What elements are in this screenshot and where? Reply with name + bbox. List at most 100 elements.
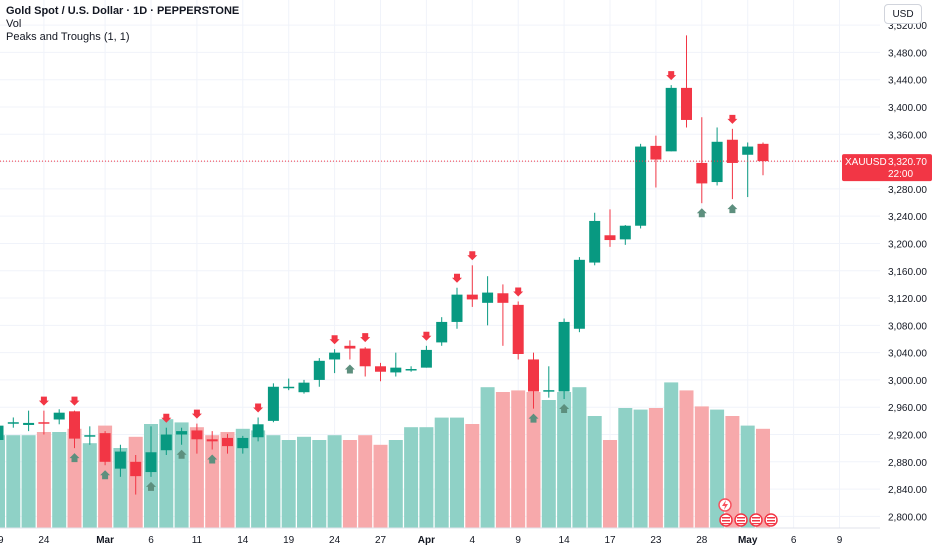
candle <box>604 209 616 247</box>
candle-body <box>497 293 509 303</box>
price-tick-label: 2,920.00 <box>888 431 927 442</box>
time-tick-label: 27 <box>375 535 387 546</box>
candle <box>38 410 50 435</box>
trough-arrow-icon <box>100 470 111 480</box>
candle <box>497 284 509 346</box>
candle-body <box>237 437 249 449</box>
time-tick-label: 14 <box>237 535 249 546</box>
candle-body <box>252 424 264 438</box>
peak-arrow-icon <box>69 396 80 406</box>
volume-bar <box>419 427 434 528</box>
candle-body <box>558 321 570 392</box>
candle <box>711 127 723 186</box>
candle <box>84 426 96 445</box>
volume-bar <box>557 392 572 528</box>
volume-bar <box>664 382 679 528</box>
candle-body <box>69 411 80 439</box>
candle-body <box>665 87 677 152</box>
volume-bar <box>251 430 266 528</box>
volume-bar <box>572 387 587 528</box>
candle-body <box>604 235 616 241</box>
volume-bar <box>327 435 342 528</box>
peaks-troughs-indicator-label[interactable]: Peaks and Troughs (1, 1) <box>6 31 130 43</box>
peak-arrow-icon <box>727 114 738 124</box>
time-axis[interactable]: 19 24 Mar 6 11 14 19 24 27 Apr 4 9 14 17 23 28 May 6 9 <box>0 527 880 550</box>
price-tick-label: 2,960.00 <box>888 403 927 414</box>
candle-body <box>711 141 723 183</box>
candle <box>619 225 631 245</box>
volume-indicator-label[interactable]: Vol <box>6 18 22 30</box>
price-tick-label: 3,520.00 <box>888 21 927 32</box>
volume-bar <box>648 408 663 528</box>
volume-bar <box>312 440 327 528</box>
volume-bars <box>0 382 770 528</box>
candle-body <box>451 294 463 322</box>
candle-body <box>589 220 601 263</box>
volume-bar <box>67 428 82 528</box>
candle-body <box>176 431 188 435</box>
candle <box>466 265 478 307</box>
candle <box>283 378 295 391</box>
peak-arrow-icon <box>467 251 478 261</box>
volume-bar <box>82 443 97 528</box>
price-tick-label: 3,040.00 <box>888 349 927 360</box>
time-tick-label: 19 <box>283 535 295 546</box>
candle <box>451 287 463 329</box>
us-flag-event-icon <box>749 513 763 527</box>
candle-body <box>436 321 448 343</box>
trough-arrow-icon <box>176 449 187 459</box>
peak-arrow-icon <box>513 287 524 297</box>
candle-body <box>757 143 769 162</box>
candle <box>145 426 157 477</box>
volume-bar <box>679 390 694 528</box>
volume-bar <box>0 435 5 528</box>
candle-body <box>0 425 4 440</box>
candle <box>650 135 662 188</box>
us-flag-event-icon <box>734 513 748 527</box>
candle <box>635 143 647 229</box>
price-axis[interactable]: 2,800.00 2,840.00 2,880.00 2,920.00 2,960.00… <box>880 0 932 550</box>
time-tick-label: 4 <box>470 535 476 546</box>
price-tick-label: 3,200.00 <box>888 239 927 250</box>
candle <box>191 423 203 454</box>
candle-body <box>390 367 402 373</box>
volume-bar <box>21 435 36 528</box>
candle <box>237 435 249 454</box>
volume-bar <box>434 417 449 528</box>
price-tick-label: 3,280.00 <box>888 185 927 196</box>
candle <box>176 427 188 445</box>
time-tick-label: 24 <box>329 535 341 546</box>
time-tick-label: May <box>738 535 758 546</box>
us-flag-event-icon <box>764 513 778 527</box>
candle-body <box>696 162 708 184</box>
candle <box>222 433 233 454</box>
volume-bar <box>450 417 464 528</box>
candle-body <box>53 412 65 420</box>
candle-body <box>482 292 494 303</box>
candle-body <box>681 87 692 120</box>
candle-body <box>375 366 386 372</box>
time-tick-label: 14 <box>559 535 571 546</box>
price-tag-countdown: 22:00 <box>888 169 913 180</box>
candle-body <box>512 304 524 354</box>
price-tick-label: 3,440.00 <box>888 76 927 87</box>
last-price-tag: XAUUSD 3,320.70 22:00 <box>842 154 932 182</box>
upcoming-events[interactable] <box>718 498 778 527</box>
candle <box>512 301 524 360</box>
time-tick-label: 23 <box>650 535 662 546</box>
candle <box>665 85 677 152</box>
candle <box>69 410 80 449</box>
candle-body <box>528 359 539 392</box>
volume-bar <box>526 392 541 528</box>
volume-bar <box>541 400 556 528</box>
candle <box>359 347 371 377</box>
candle-body <box>160 434 172 451</box>
candle-body <box>420 349 432 368</box>
currency-button[interactable]: USD <box>884 4 922 24</box>
time-tick-label: 6 <box>148 535 154 546</box>
candle-body <box>635 146 647 226</box>
trough-arrow-icon <box>69 453 80 463</box>
symbol-title[interactable]: Gold Spot / U.S. Dollar · 1D · PEPPERSTO… <box>6 5 240 17</box>
volume-bar <box>495 392 510 528</box>
